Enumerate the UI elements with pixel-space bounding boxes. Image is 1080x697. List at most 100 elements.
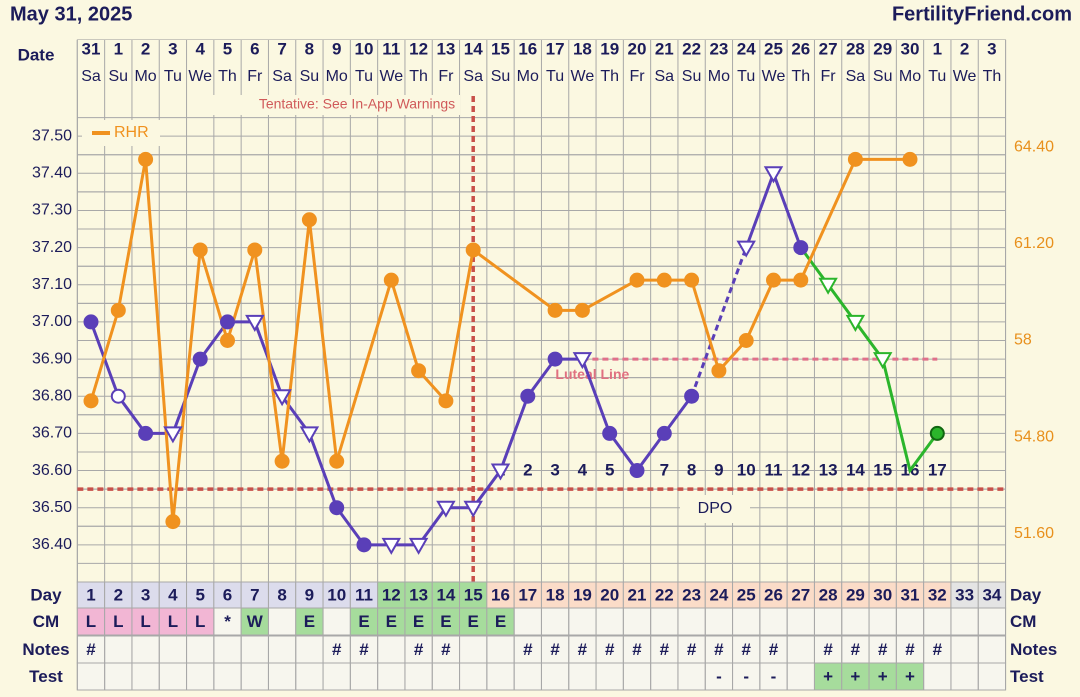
weekday-label: Sa [272,68,292,85]
weekday-label: Tu [928,68,946,85]
days-cell: 9 [305,585,314,604]
cell-bg [322,581,351,609]
row-label-right: CM [1010,612,1036,631]
point-marker [847,151,863,167]
cm-cell: E [386,612,397,631]
date-label: 16 [518,39,537,58]
weekday-label: Th [600,68,619,85]
point-marker [629,272,645,288]
point-marker [684,272,700,288]
point-marker [711,363,727,379]
cell-bg [950,581,979,609]
cell [977,607,1007,636]
date-label: 30 [901,39,920,58]
series-line [89,159,339,522]
cell-bg [76,607,106,636]
cell-bg [650,581,679,609]
triangle-marker [572,352,593,370]
cell-bg [732,581,761,609]
cell [977,662,1007,691]
weekday-label: Tu [355,68,373,85]
date-label: 5 [223,39,232,58]
cell-bg [267,581,297,609]
luteal-line-label: Luteal Line [555,366,629,382]
point-marker [220,333,235,348]
dpo-number: 17 [928,460,947,479]
days-cell: 33 [955,585,974,604]
point-marker [329,453,345,469]
weekday-label: Fr [821,68,837,85]
weekday-label: Fr [247,68,263,85]
point-marker [165,514,181,530]
days-cell: 25 [737,585,756,604]
cell-bg [841,662,870,691]
y2-tick-label: 58 [1014,332,1032,349]
weekday-label: Su [300,68,320,85]
point-marker [192,242,208,258]
cell-bg [704,581,734,609]
date-label: 13 [436,39,455,58]
notes-cell: # [86,640,96,659]
date-label: 19 [600,39,619,58]
days-cell: 11 [355,585,373,604]
notes-cell: # [660,640,670,659]
date-label: 25 [764,39,783,58]
notes-cell: # [905,640,915,659]
point-marker [301,212,317,228]
triangle-marker [245,314,265,332]
weekday-label: Sa [463,68,483,85]
cell-bg [540,581,570,609]
days-cell: 15 [464,585,483,604]
days-cell: 30 [873,585,892,604]
notes-cell: # [550,640,560,659]
dpo-number: 9 [714,460,723,479]
notes-cell: # [578,640,588,659]
y-tick-label: 37.30 [32,202,72,219]
legend-label: RHR [114,124,149,141]
weekday-label: Fr [629,68,645,85]
row-label: Test [29,667,63,686]
y-tick-label: 37.10 [32,276,72,293]
date-label: 1 [933,39,942,58]
dpo-number: 14 [846,460,865,479]
test-cell: - [743,667,749,686]
triangle-marker [872,352,893,370]
dpo-number: 10 [737,460,756,479]
date-label: 18 [573,39,592,58]
days-cell: 8 [277,585,286,604]
date-label: 21 [655,39,674,58]
date-label: 12 [409,39,428,58]
cm-cell: W [247,612,264,631]
point-marker [929,425,945,441]
days-cell: 20 [600,585,619,604]
point-marker [547,302,563,318]
date-label: 15 [491,39,510,58]
point-marker [110,302,126,318]
weekday-label: Th [218,68,237,85]
cell-bg [158,607,188,636]
cm-cell: E [440,612,451,631]
cell-bg [295,581,324,609]
date-label: 9 [332,39,341,58]
triangle-marker [436,500,456,518]
y-tick-label: 36.90 [32,350,72,367]
weekday-label: Tu [737,68,755,85]
days-cell: 19 [573,585,592,604]
y2-tick-label: 64.40 [1014,139,1054,156]
bridge-line [581,278,638,312]
bridge-line [472,248,556,312]
point-marker [793,272,809,288]
days-cell: 4 [168,585,178,604]
dpo-number: 12 [791,460,810,479]
days-cell: 23 [682,585,701,604]
point-marker [192,351,208,367]
cell-bg [240,607,269,636]
days-cell: 10 [327,585,346,604]
days-cell: 13 [409,585,428,604]
date-label: 29 [873,39,892,58]
notes-cell: # [359,640,369,659]
point-marker [574,302,590,318]
row-label-right: Day [1010,585,1042,604]
cell-bg [131,607,160,636]
point-marker [793,240,809,256]
